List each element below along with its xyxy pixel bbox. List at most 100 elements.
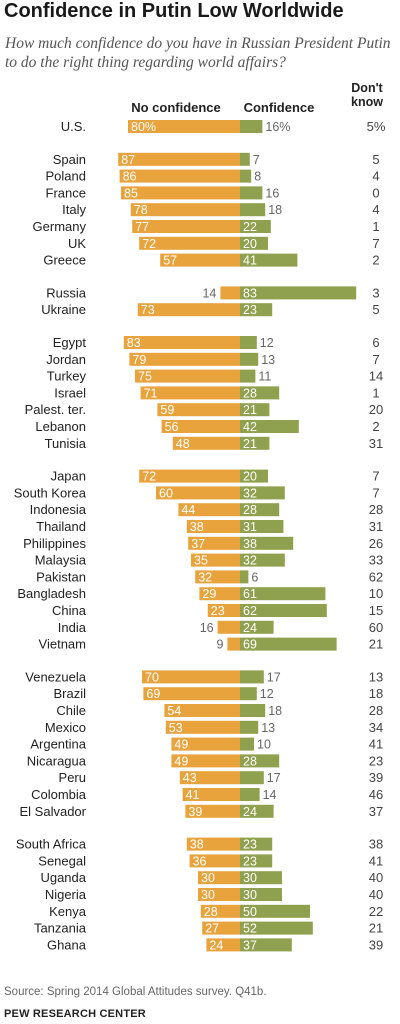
value-confidence-france: 16 [265, 186, 279, 200]
country-label-nicaragua: Nicaragua [27, 753, 87, 768]
chart-subtitle: How much confidence do you have in Russi… [5, 35, 391, 71]
country-label-spain: Spain [53, 152, 86, 167]
value-dont-know-senegal: 41 [369, 853, 383, 868]
country-label-indonesia: Indonesia [30, 502, 87, 517]
country-label-ukraine: Ukraine [41, 302, 86, 317]
value-no-confidence-israel: 71 [144, 386, 158, 400]
country-label-uganda: Uganda [40, 870, 86, 885]
value-dont-know-palest-ter: 20 [369, 402, 383, 417]
bar-no-confidence-peru [179, 771, 240, 785]
value-confidence-ghana: 37 [243, 938, 257, 952]
value-dont-know-mexico: 34 [369, 720, 383, 735]
value-confidence-tunisia: 21 [243, 437, 257, 451]
value-no-confidence-peru: 43 [183, 771, 197, 785]
value-no-confidence-nigeria: 30 [201, 888, 215, 902]
bar-confidence-tanzania [240, 921, 313, 935]
value-dont-know-uk: 7 [372, 236, 379, 251]
country-label-palest-ter: Palest. ter. [25, 402, 86, 417]
bar-no-confidence-india [217, 620, 240, 634]
bar-no-confidence-poland [119, 169, 240, 183]
value-dont-know-israel: 1 [372, 385, 379, 400]
bar-confidence-indonesia [240, 503, 280, 517]
bar-no-confidence-argentina [171, 737, 240, 751]
country-label-tunisia: Tunisia [45, 436, 87, 451]
value-no-confidence-greece: 57 [163, 254, 177, 268]
bar-no-confidence-pakistan [195, 570, 240, 584]
value-no-confidence-kenya: 28 [204, 905, 218, 919]
header-confidence: Confidence [244, 100, 315, 115]
value-no-confidence-nicaragua: 49 [174, 754, 188, 768]
country-label-bangladesh: Bangladesh [17, 586, 86, 601]
value-confidence-kenya: 50 [243, 905, 257, 919]
bar-confidence-philippines [240, 536, 294, 550]
bar-no-confidence-germany [132, 220, 240, 233]
country-label-thailand: Thailand [36, 519, 86, 534]
country-label-germany: Germany [33, 219, 87, 234]
value-dont-know-russia: 3 [372, 285, 379, 300]
chart-title: Confidence in Putin Low Worldwide [4, 0, 344, 22]
value-dont-know-ukraine: 5 [372, 302, 379, 317]
value-no-confidence-venezuela: 70 [145, 670, 159, 684]
value-no-confidence-uganda: 30 [201, 871, 215, 885]
bar-no-confidence-thailand [186, 520, 240, 533]
value-confidence-jordan: 13 [261, 353, 275, 367]
org-credit: PEW RESEARCH CENTER [4, 1008, 146, 1020]
value-confidence-bangladesh: 61 [243, 587, 257, 601]
value-no-confidence-india: 16 [200, 621, 214, 635]
bar-confidence-japan [240, 469, 268, 483]
value-no-confidence-jordan: 79 [132, 353, 146, 367]
value-confidence-chile: 18 [268, 704, 282, 718]
bar-confidence-poland [240, 169, 252, 183]
value-dont-know-u-s: 5% [367, 119, 386, 134]
bar-no-confidence-senegal [189, 854, 240, 868]
bar-no-confidence-israel [140, 386, 240, 400]
bar-no-confidence-china [207, 604, 240, 617]
bar-confidence-pakistan [240, 570, 249, 584]
bar-confidence-tunisia [240, 436, 270, 450]
value-dont-know-malaysia: 33 [369, 553, 383, 568]
value-confidence-tanzania: 52 [243, 922, 257, 936]
value-confidence-lebanon: 42 [243, 420, 257, 434]
bar-no-confidence-mexico [165, 720, 240, 734]
bar-no-confidence-kenya [200, 904, 240, 918]
bar-confidence-spain [240, 152, 250, 166]
value-no-confidence-thailand: 38 [190, 520, 204, 534]
bar-no-confidence-greece [160, 253, 240, 267]
bar-no-confidence-ukraine [137, 303, 240, 317]
value-no-confidence-argentina: 49 [174, 738, 188, 752]
country-label-greece: Greece [43, 253, 86, 268]
country-label-israel: Israel [54, 385, 86, 400]
value-no-confidence-south-korea: 60 [159, 486, 173, 500]
value-dont-know-tunisia: 31 [369, 436, 383, 451]
value-dont-know-nicaragua: 23 [369, 753, 383, 768]
value-dont-know-jordan: 7 [372, 352, 379, 367]
value-confidence-poland: 8 [254, 170, 261, 184]
value-dont-know-uganda: 40 [369, 870, 383, 885]
value-no-confidence-lebanon: 56 [165, 420, 179, 434]
value-dont-know-tanzania: 21 [369, 921, 383, 936]
value-dont-know-germany: 1 [372, 219, 379, 234]
diverging-bar-chart: No confidence Confidence Don't know U.S.… [14, 81, 386, 952]
country-label-france: France [46, 185, 86, 200]
value-confidence-nicaragua: 28 [243, 754, 257, 768]
bar-confidence-bangladesh [240, 587, 326, 601]
value-dont-know-india: 60 [369, 620, 383, 635]
value-dont-know-greece: 2 [372, 253, 379, 268]
country-label-senegal: Senegal [38, 853, 86, 868]
bar-confidence-south-korea [240, 486, 285, 500]
country-label-poland: Poland [46, 169, 86, 184]
value-no-confidence-palest-ter: 59 [160, 403, 174, 417]
value-dont-know-peru: 39 [369, 770, 383, 785]
country-label-vietnam: Vietnam [39, 637, 86, 652]
bar-no-confidence-colombia [182, 788, 240, 801]
bar-confidence-china [240, 604, 327, 617]
value-no-confidence-ukraine: 73 [141, 303, 155, 317]
bar-confidence-venezuela [240, 670, 264, 684]
bar-no-confidence-ghana [206, 938, 240, 952]
value-no-confidence-tunisia: 48 [176, 437, 190, 451]
country-label-turkey: Turkey [47, 369, 87, 384]
bar-confidence-argentina [240, 737, 254, 751]
bar-confidence-south-africa [240, 837, 273, 851]
value-dont-know-colombia: 46 [369, 787, 383, 802]
value-confidence-palest-ter: 21 [243, 403, 257, 417]
